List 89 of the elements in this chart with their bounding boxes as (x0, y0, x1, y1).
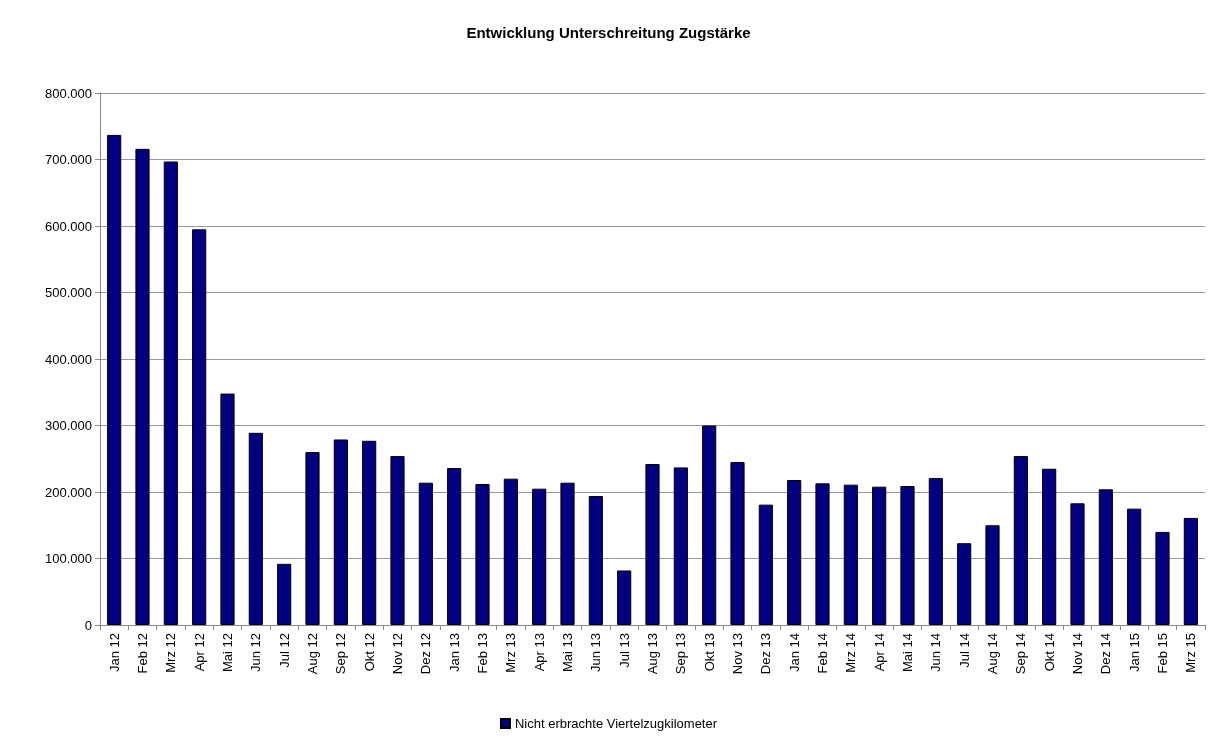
y-tick-label: 100.000 (45, 551, 92, 566)
x-tick-label: Jun 12 (248, 633, 264, 673)
x-tick-label: Dez 13 (758, 633, 774, 675)
x-tick-label: Sep 13 (673, 633, 689, 675)
x-tick-label: Okt 12 (361, 633, 377, 672)
x-tick-label: Okt 14 (1041, 633, 1057, 672)
x-tick-label: Sep 14 (1013, 633, 1029, 675)
bar (475, 484, 490, 625)
x-tick-label: Feb 12 (135, 633, 150, 674)
y-tick-label: 400.000 (45, 351, 92, 367)
x-tick-label: Jan 13 (446, 633, 462, 673)
x-tick-label: Jan 12 (106, 633, 122, 673)
x-tick-label: Mai 13 (560, 633, 575, 673)
bar (843, 484, 858, 625)
x-tick-label: Mrz 13 (503, 633, 519, 673)
x-tick-label: Nov 13 (730, 633, 745, 675)
bar (390, 456, 405, 625)
x-tick-label: Nov 14 (1070, 633, 1085, 675)
x-tick-label: Sep 12 (333, 633, 349, 675)
bar (787, 480, 802, 625)
x-tick-label: Dez 14 (1098, 633, 1114, 675)
x-tick-label: Jul 13 (616, 633, 632, 668)
bar (1042, 468, 1057, 625)
bar (673, 467, 688, 625)
bar (815, 483, 830, 625)
x-tick-label: Okt 13 (701, 633, 717, 672)
bar (135, 148, 150, 625)
bar (1127, 508, 1142, 625)
bar (1070, 503, 1085, 625)
bar (192, 229, 207, 625)
x-tick-label: Feb 14 (815, 633, 830, 674)
x-tick-label: Apr 12 (191, 633, 207, 672)
bar (418, 482, 433, 625)
bar (248, 432, 263, 625)
bar (758, 504, 773, 625)
bar (900, 486, 915, 625)
bar (645, 464, 660, 625)
bar (1183, 517, 1198, 625)
bar (305, 452, 320, 625)
bar (532, 488, 547, 625)
x-tick-label: Mrz 14 (843, 633, 859, 673)
bar (730, 462, 745, 625)
bar (220, 393, 235, 625)
bar (1155, 531, 1170, 625)
x-tick-label: Jul 12 (276, 633, 292, 668)
bar (957, 543, 972, 625)
x-tick-label: Jan 14 (786, 633, 802, 673)
x-tick-label: Dez 12 (418, 633, 434, 675)
bar (333, 439, 348, 625)
y-tick-label: 300.000 (45, 418, 92, 433)
x-tick-label: Apr 13 (531, 633, 547, 672)
bar (503, 478, 518, 625)
chart-title: Entwicklung Unterschreitung Zugstärke (466, 24, 751, 41)
bar (107, 134, 122, 625)
x-tick-label: Mai 14 (900, 633, 915, 673)
bar (702, 425, 717, 625)
y-tick-label: 200.000 (45, 484, 92, 500)
x-tick-label: Mrz 12 (163, 633, 179, 673)
y-tick-label: 800.000 (45, 85, 92, 101)
y-tick-label: 0 (84, 617, 92, 633)
bar (560, 482, 575, 625)
x-tick-label: Jan 15 (1126, 633, 1142, 673)
y-tick-label: 600.000 (45, 218, 92, 234)
bar (447, 468, 462, 625)
bar (617, 570, 632, 625)
y-tick-label: 500.000 (45, 285, 92, 300)
bar (985, 525, 1000, 625)
bar (928, 478, 943, 625)
x-tick-label: Mrz 15 (1183, 633, 1199, 673)
x-tick-label: Jun 13 (588, 633, 604, 673)
bar (1098, 489, 1113, 625)
x-tick-label: Mai 12 (220, 633, 235, 673)
y-tick-label: 700.000 (45, 152, 92, 167)
bar (277, 563, 292, 625)
x-tick-label: Jul 14 (956, 633, 972, 668)
bar (588, 495, 603, 625)
x-tick-label: Feb 13 (475, 633, 490, 674)
x-tick-label: Feb 15 (1155, 633, 1170, 674)
x-tick-label: Aug 14 (985, 633, 1000, 675)
x-tick-label: Apr 14 (871, 633, 887, 672)
bar (163, 161, 178, 625)
bar (1013, 456, 1028, 625)
bar (362, 440, 377, 625)
x-tick-label: Aug 12 (305, 633, 320, 675)
x-tick-label: Jun 14 (928, 633, 944, 673)
x-tick-label: Nov 12 (390, 633, 405, 675)
legend-label: Nicht erbrachte Viertelzugkilometer (514, 716, 718, 731)
x-tick-label: Aug 13 (645, 633, 660, 675)
bar (872, 486, 887, 625)
